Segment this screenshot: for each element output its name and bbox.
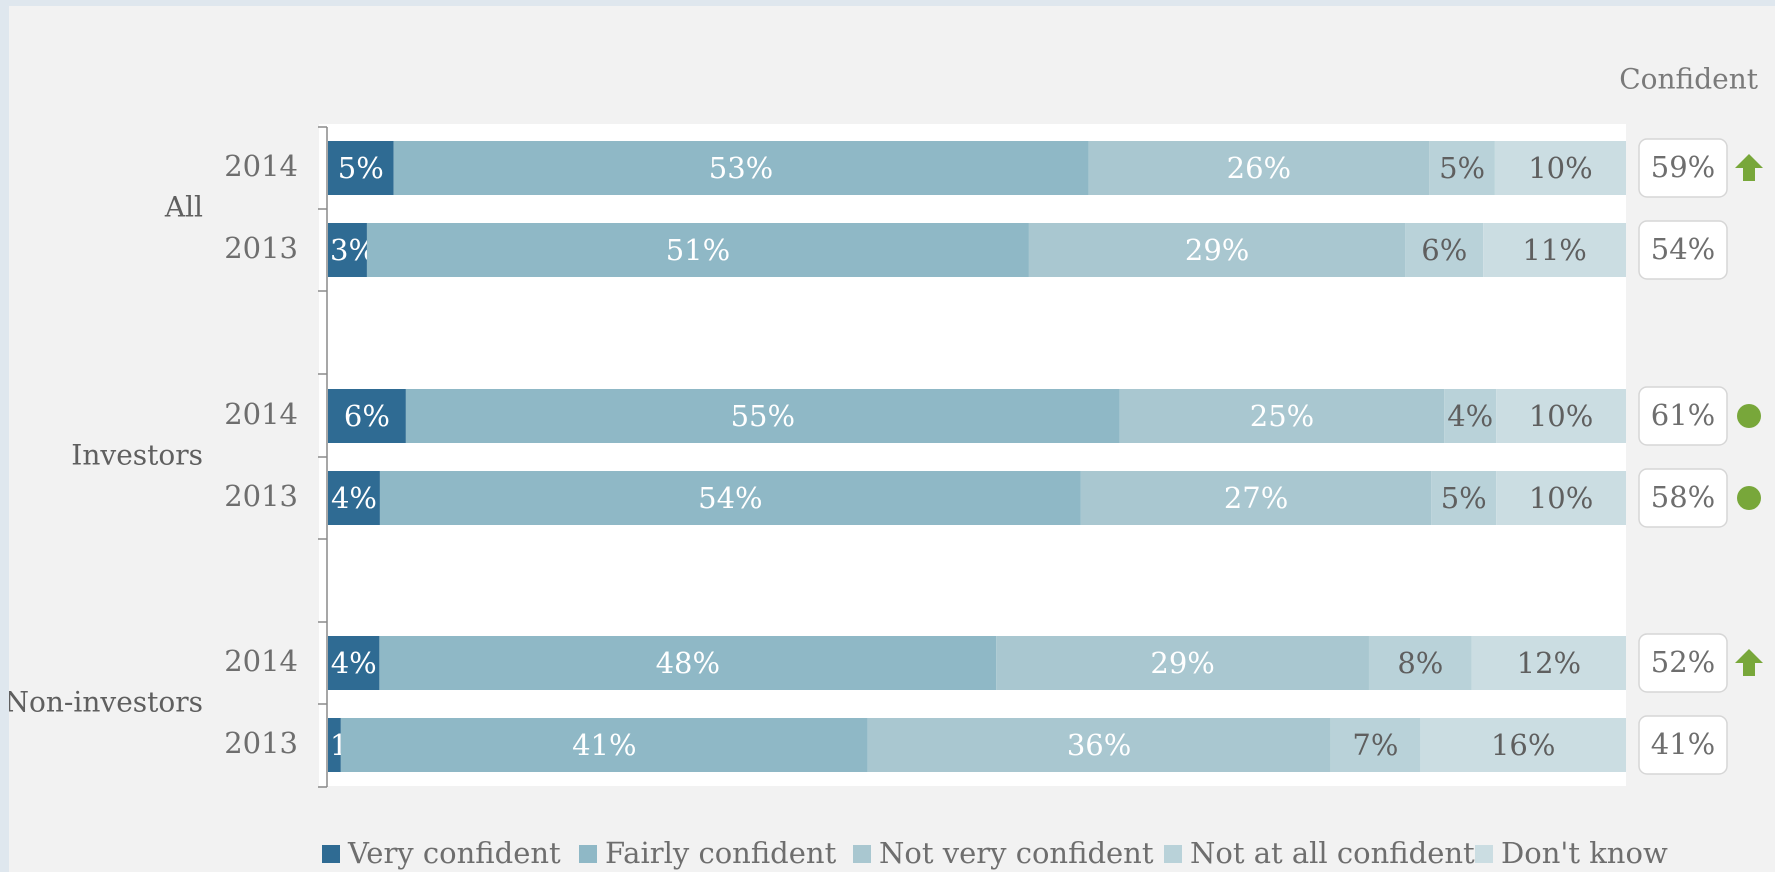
year-label: 2013: [224, 479, 298, 513]
bar-segment-2: [1119, 389, 1445, 443]
data-label: 51%: [666, 233, 730, 267]
confident-box: [1638, 138, 1728, 198]
bar-segment-4: [1471, 636, 1626, 690]
group-label-2: Non-investors: [9, 686, 203, 719]
bar-segment-3: [1444, 389, 1497, 443]
data-label: 16%: [1491, 728, 1555, 762]
data-label: 4%: [331, 481, 377, 515]
data-label: 54%: [698, 481, 762, 515]
year-label: 2014: [224, 644, 298, 678]
bar-segment-2: [867, 718, 1331, 772]
legend-swatch: [1164, 845, 1182, 863]
year-label: 2013: [224, 726, 298, 760]
confident-value: 59%: [1651, 150, 1715, 184]
data-label: 53%: [709, 151, 773, 185]
confident-value: 54%: [1651, 232, 1715, 266]
bar-segment-3: [1431, 471, 1497, 525]
data-label: 10%: [1529, 399, 1593, 433]
bar-segment-3: [1368, 636, 1472, 690]
bar-segment-1: [379, 636, 997, 690]
data-label: 5%: [1439, 151, 1485, 185]
confident-box: [1638, 633, 1728, 693]
data-label: 6%: [344, 399, 390, 433]
bar-segment-4: [1496, 389, 1626, 443]
data-label: 27%: [1224, 481, 1288, 515]
bar-segment-4: [1483, 223, 1626, 277]
confident-box: [1638, 468, 1728, 528]
group-label-0: All: [164, 191, 203, 224]
confident-box: [1638, 715, 1728, 775]
bar-segment-2: [1088, 141, 1430, 195]
legend-entry: Fairly confident: [605, 836, 837, 870]
year-label: 2014: [224, 397, 298, 431]
bar-segment-3: [1405, 223, 1484, 277]
data-label: 12%: [1517, 646, 1581, 680]
data-label: 5%: [338, 151, 384, 185]
bar-segment-1: [393, 141, 1089, 195]
bar-segment-0: [328, 389, 406, 443]
bar-segment-1: [340, 718, 868, 772]
data-label: 10%: [1529, 481, 1593, 515]
legend-entry: Very confident: [347, 836, 561, 870]
bar-segment-2: [1080, 471, 1432, 525]
data-label: 11%: [1522, 233, 1586, 267]
legend-entry: Not very confident: [879, 836, 1154, 870]
data-label: 6%: [1421, 233, 1467, 267]
confident-box: [1638, 220, 1728, 280]
confident-value: 41%: [1651, 727, 1715, 761]
legend-swatch: [1475, 845, 1493, 863]
bar-segment-4: [1420, 718, 1626, 772]
confident-header: Confident: [1619, 63, 1759, 96]
bar-segment-3: [1429, 141, 1495, 195]
data-label: 41%: [572, 728, 636, 762]
bar-segment-1: [379, 471, 1081, 525]
data-label: 48%: [656, 646, 720, 680]
bar-segment-0: [328, 223, 367, 277]
data-label: 4%: [331, 646, 377, 680]
dot-icon: [1737, 404, 1761, 428]
bar-segment-1: [366, 223, 1029, 277]
bar-segment-2: [1028, 223, 1406, 277]
confident-value: 61%: [1651, 398, 1715, 432]
bar-segment-0: [328, 718, 341, 772]
up-arrow-icon: [1735, 649, 1763, 676]
bar-segment-0: [328, 636, 380, 690]
up-arrow-icon: [1735, 154, 1763, 181]
group-label-1: Investors: [71, 439, 203, 472]
bar-segment-0: [328, 471, 380, 525]
bar-segment-0: [328, 141, 394, 195]
bar-segment-4: [1496, 471, 1626, 525]
data-label: 36%: [1067, 728, 1131, 762]
legend-swatch: [853, 845, 871, 863]
legend-entry: Don't know: [1501, 836, 1668, 870]
legend-swatch: [579, 845, 597, 863]
data-label: 25%: [1250, 399, 1314, 433]
data-label: 26%: [1227, 151, 1291, 185]
data-label: 10%: [1528, 151, 1592, 185]
bar-segment-1: [405, 389, 1120, 443]
data-label: 4%: [1447, 399, 1493, 433]
data-label: 29%: [1150, 646, 1214, 680]
legend-entry: Not at all confident: [1190, 836, 1475, 870]
dot-icon: [1737, 486, 1761, 510]
data-label: 55%: [731, 399, 795, 433]
confident-value: 52%: [1651, 645, 1715, 679]
year-label: 2014: [224, 149, 298, 183]
bar-segment-4: [1494, 141, 1626, 195]
data-label: 7%: [1352, 728, 1398, 762]
year-label: 2013: [224, 231, 298, 265]
chart-frame: Confident All 2014 5% 53% 26% 5% 10% 59% 2013 3% 51…: [9, 6, 1775, 872]
bar-segment-2: [996, 636, 1369, 690]
legend-swatch: [322, 845, 340, 863]
data-label: 8%: [1397, 646, 1443, 680]
data-label: 5%: [1441, 481, 1487, 515]
bar-segment-3: [1330, 718, 1421, 772]
confident-box: [1638, 386, 1728, 446]
confident-value: 58%: [1651, 480, 1715, 514]
data-label: 29%: [1185, 233, 1249, 267]
